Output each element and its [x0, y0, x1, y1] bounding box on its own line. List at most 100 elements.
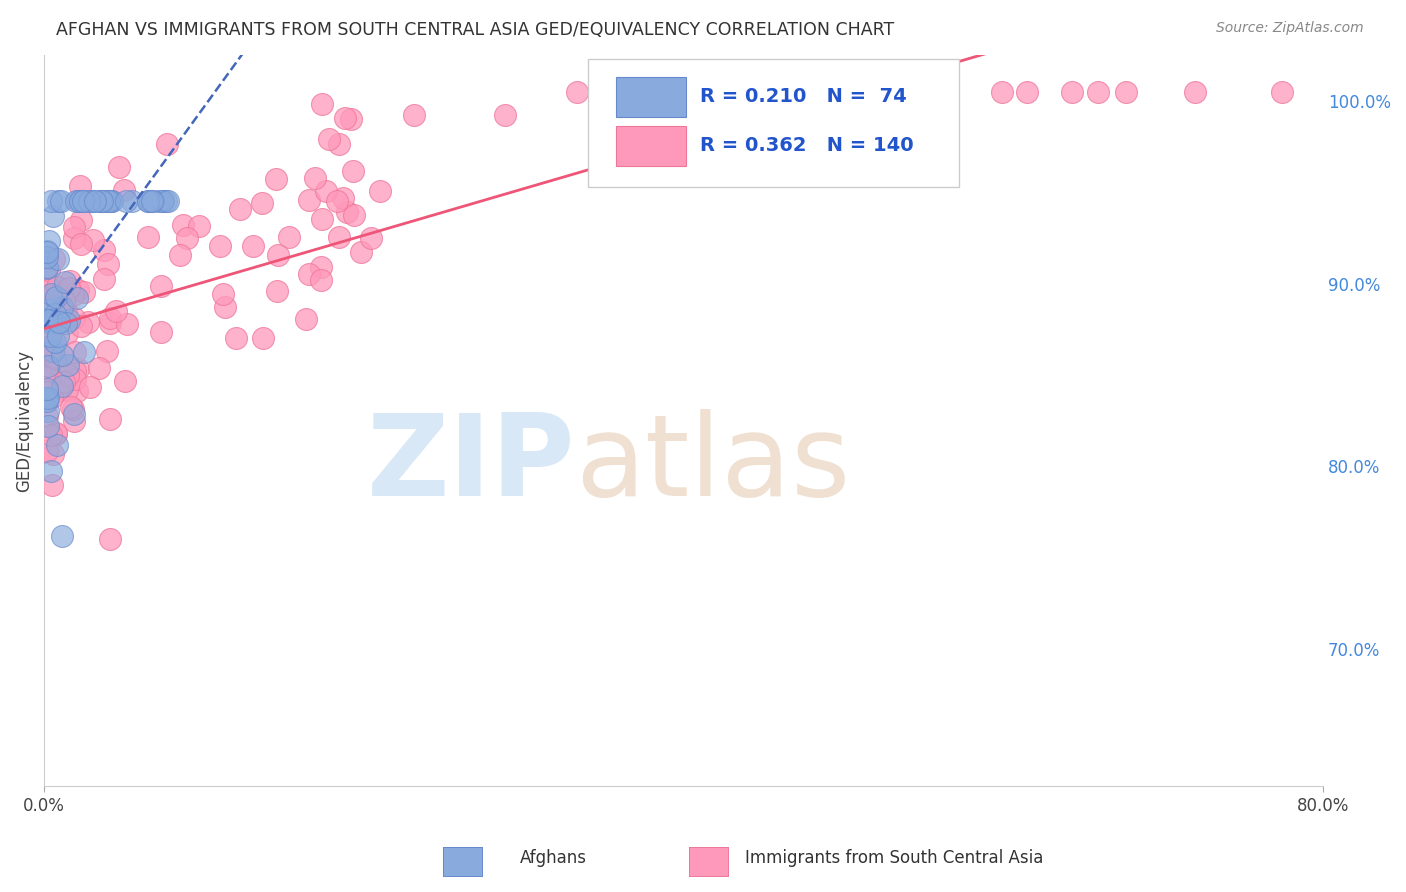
Text: R = 0.210   N =  74: R = 0.210 N = 74 [700, 87, 907, 106]
Point [65, 194, 87, 209]
Point [96, 344, 118, 359]
Point [39, 316, 62, 330]
Point [62, 231, 84, 245]
Point [342, 164, 364, 178]
Point [62, 407, 84, 421]
Point [37, 385, 59, 400]
Point [62, 402, 84, 417]
Point [825, 85, 848, 99]
Point [42, 252, 65, 267]
Point [172, 219, 194, 233]
Point [242, 239, 264, 253]
Point [298, 193, 321, 207]
Point [37, 385, 59, 400]
Point [48, 194, 70, 209]
Point [58, 281, 80, 295]
Point [278, 230, 301, 244]
Point [93, 271, 115, 285]
Point [149, 279, 172, 293]
Point [332, 191, 354, 205]
Point [657, 85, 679, 99]
Point [37, 391, 59, 405]
Point [53, 375, 76, 389]
Text: AFGHAN VS IMMIGRANTS FROM SOUTH CENTRAL ASIA GED/EQUIVALENCY CORRELATION CHART: AFGHAN VS IMMIGRANTS FROM SOUTH CENTRAL … [56, 21, 894, 38]
Point [266, 171, 288, 186]
Point [97, 257, 120, 271]
Point [309, 273, 332, 287]
Point [350, 245, 373, 260]
Point [45, 426, 67, 441]
Point [565, 85, 588, 99]
Point [65, 371, 87, 385]
Point [877, 85, 900, 99]
Point [63, 310, 86, 325]
Point [70, 213, 93, 227]
Point [38, 235, 60, 249]
Point [107, 161, 129, 175]
Point [41, 447, 63, 461]
Point [266, 284, 288, 298]
Point [37, 390, 59, 404]
Point [37, 260, 59, 275]
Point [56, 326, 79, 341]
Point [360, 231, 382, 245]
Point [79, 194, 101, 209]
Point [295, 312, 318, 326]
Point [98, 311, 121, 326]
Point [41, 428, 63, 442]
Point [90, 194, 112, 209]
Point [368, 184, 391, 198]
Point [112, 183, 135, 197]
Text: Afghans: Afghans [520, 849, 588, 867]
Point [298, 267, 321, 281]
Point [136, 194, 159, 209]
Point [45, 358, 67, 372]
Point [37, 245, 59, 260]
Point [229, 202, 252, 216]
Point [51, 348, 73, 362]
Point [98, 411, 121, 425]
Point [39, 286, 62, 301]
Point [66, 283, 89, 297]
Point [828, 85, 851, 99]
Point [100, 533, 122, 547]
Point [42, 343, 65, 358]
Text: Source: ZipAtlas.com: Source: ZipAtlas.com [1216, 21, 1364, 35]
Point [865, 85, 887, 99]
Point [304, 170, 326, 185]
Point [619, 85, 641, 99]
Point [58, 368, 80, 382]
Point [44, 307, 66, 321]
Point [148, 194, 170, 209]
Point [991, 85, 1014, 99]
Point [250, 196, 273, 211]
Point [45, 289, 67, 303]
Point [41, 288, 63, 302]
Point [37, 352, 59, 367]
Point [69, 194, 91, 209]
Point [66, 384, 89, 399]
Point [73, 345, 96, 359]
Point [48, 315, 70, 329]
Point [38, 367, 60, 381]
Point [150, 194, 173, 209]
Point [335, 111, 357, 125]
Point [309, 260, 332, 275]
Point [39, 194, 62, 209]
Point [65, 291, 87, 305]
Point [169, 248, 191, 262]
Point [67, 194, 90, 209]
Point [749, 85, 772, 99]
Point [90, 194, 112, 209]
Point [105, 303, 128, 318]
Point [114, 375, 136, 389]
Point [37, 394, 59, 409]
Point [63, 414, 86, 428]
Point [45, 427, 67, 442]
Point [62, 287, 84, 301]
Point [1271, 85, 1294, 99]
Point [37, 316, 59, 330]
Text: Immigrants from South Central Asia: Immigrants from South Central Asia [745, 849, 1043, 867]
Point [70, 318, 93, 333]
Point [56, 358, 79, 372]
